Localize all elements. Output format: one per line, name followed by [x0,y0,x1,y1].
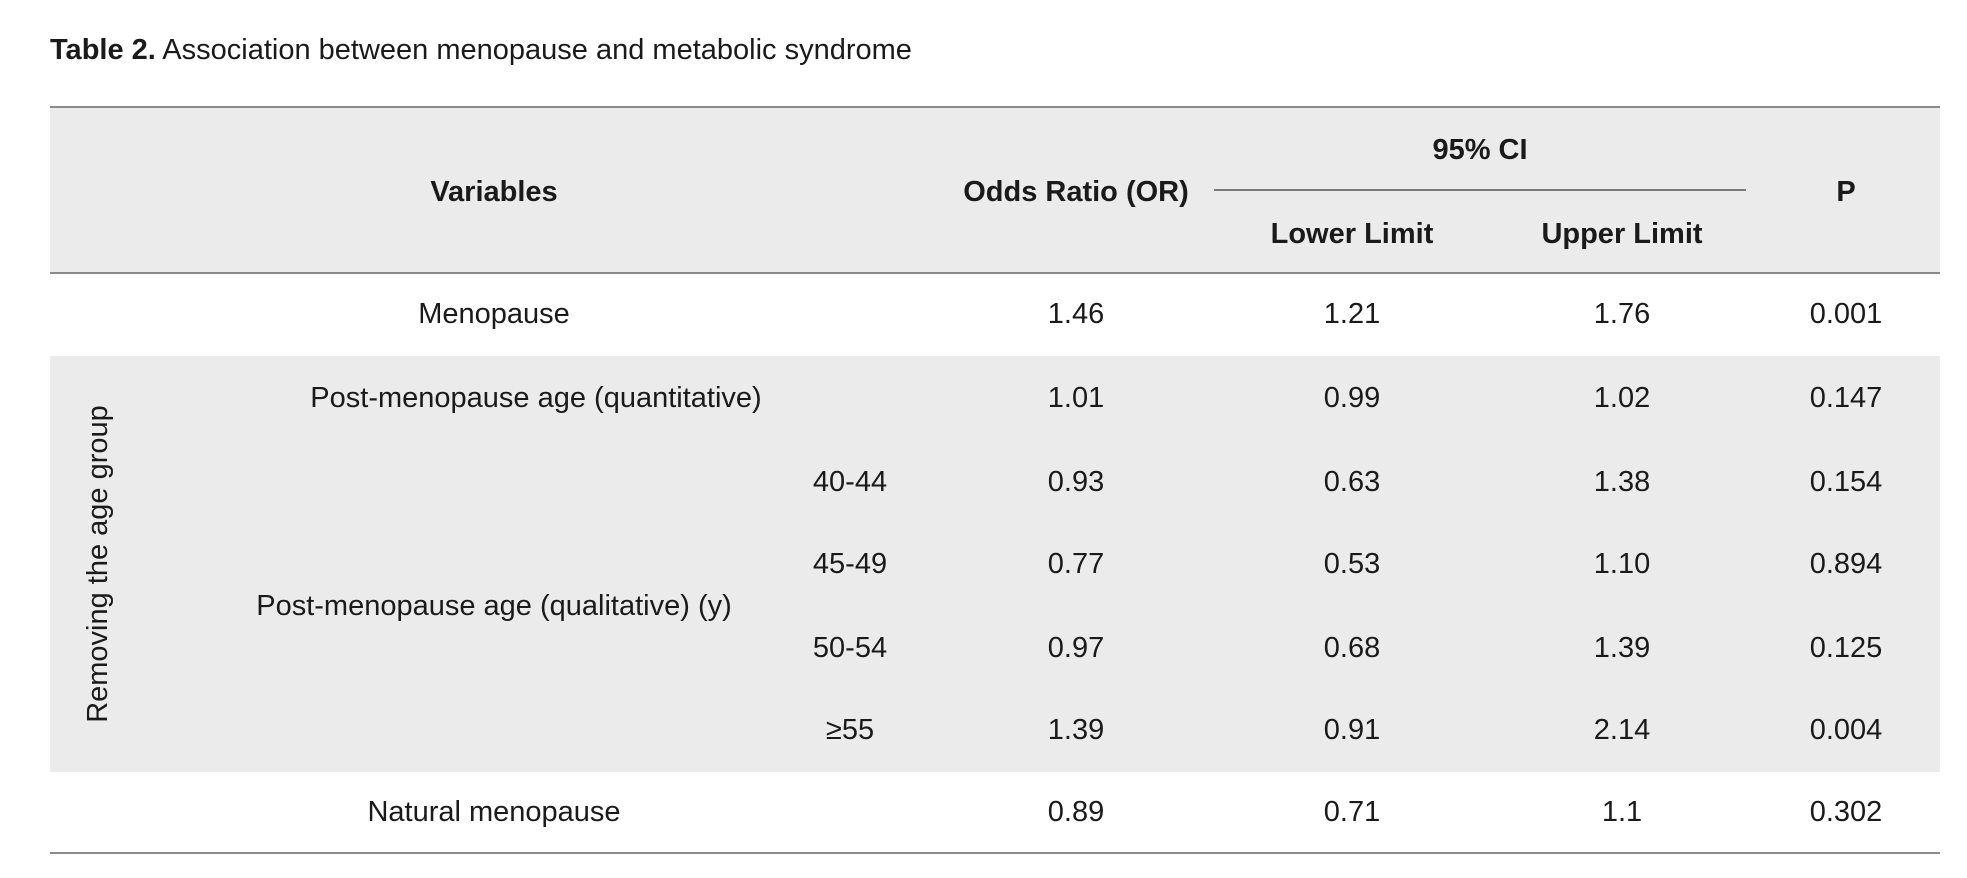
qualitative-label: Post-menopause age (qualitative) (y) [256,590,732,622]
row-label: Natural menopause [367,796,621,828]
cell-upper: 2.14 [1593,714,1651,746]
top-rule [50,106,1940,108]
header-ci: 95% CI [1432,134,1528,166]
cell-p: 0.154 [1809,466,1883,498]
cell-p: 0.001 [1809,298,1883,330]
row-sub-label: 45-49 [812,548,888,580]
cell-or: 1.39 [1047,714,1105,746]
cell-p: 0.125 [1809,632,1883,664]
cell-or: 1.46 [1047,298,1105,330]
row-label: Post-menopause age (quantitative) [310,382,762,414]
cell-p: 0.302 [1809,796,1883,828]
row-label: Menopause [418,298,570,330]
results-table: Variables Odds Ratio (OR) 95% CI Lower L… [50,106,1940,854]
header-p: P [1836,176,1856,208]
cell-p: 0.147 [1809,382,1883,414]
cell-upper: 1.39 [1593,632,1651,664]
header-odds-ratio: Odds Ratio (OR) [963,176,1189,208]
cell-lower: 0.63 [1323,466,1381,498]
cell-upper: 1.02 [1593,382,1651,414]
row-sub-label: 40-44 [812,466,888,498]
header-lower-limit: Lower Limit [1270,218,1434,250]
age-group-band [50,356,1940,772]
cell-or: 0.77 [1047,548,1105,580]
cell-upper: 1.1 [1601,796,1643,828]
bottom-rule [50,852,1940,854]
table-number: Table 2. [50,34,156,66]
group-label: Removing the age group [82,405,114,723]
cell-upper: 1.38 [1593,466,1651,498]
cell-lower: 0.91 [1323,714,1381,746]
cell-lower: 0.68 [1323,632,1381,664]
cell-lower: 1.21 [1323,298,1381,330]
table-title: Association between menopause and metabo… [155,34,912,66]
cell-upper: 1.76 [1593,298,1651,330]
cell-p: 0.004 [1809,714,1883,746]
header-rule [50,272,1940,274]
cell-lower: 0.53 [1323,548,1381,580]
cell-upper: 1.10 [1593,548,1651,580]
cell-or: 1.01 [1047,382,1105,414]
row-sub-label: 50-54 [812,632,888,664]
cell-or: 0.93 [1047,466,1105,498]
cell-or: 0.97 [1047,632,1105,664]
header-upper-limit: Upper Limit [1541,218,1703,250]
cell-lower: 0.99 [1323,382,1381,414]
table-caption: Table 2. Association between menopause a… [50,30,912,70]
cell-or: 0.89 [1047,796,1105,828]
cell-lower: 0.71 [1323,796,1381,828]
ci-span-line [1214,189,1746,191]
header-variables: Variables [430,176,558,208]
row-sub-label: ≥55 [825,714,875,746]
cell-p: 0.894 [1809,548,1883,580]
